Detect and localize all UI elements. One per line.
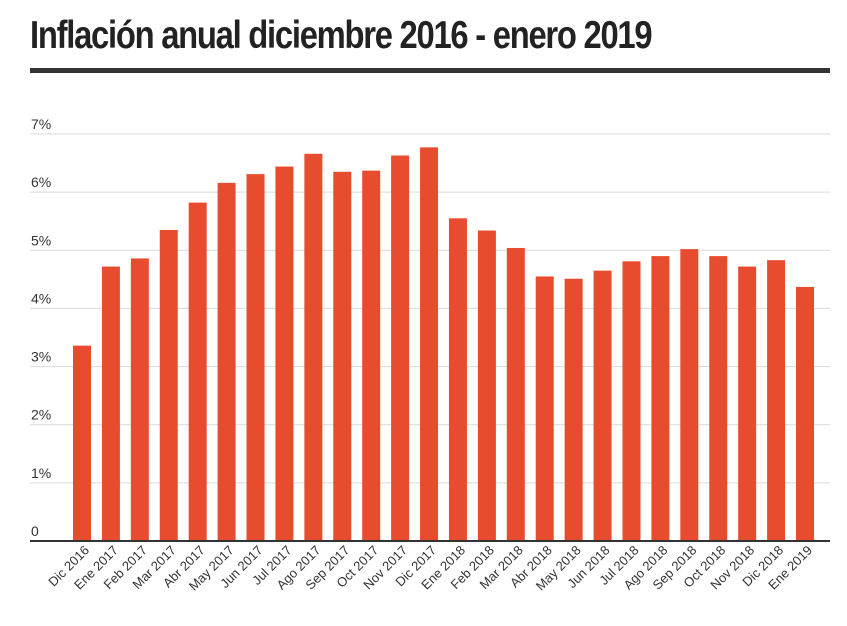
bar <box>651 256 670 541</box>
bar <box>73 345 91 541</box>
y-axis-tick-labels: 0 1% 2% 3% 4% 5% 6% 7% <box>31 116 51 539</box>
y-tick-label: 3% <box>31 349 51 365</box>
bar <box>333 171 352 542</box>
bar <box>391 155 410 541</box>
title-divider <box>30 68 830 73</box>
bar <box>130 258 149 541</box>
y-tick-label: 4% <box>31 290 51 306</box>
chart-title: Inflación anual diciembre 2016 - enero 2… <box>30 14 653 57</box>
bar <box>796 286 814 541</box>
bar <box>506 247 525 541</box>
bar <box>304 153 323 541</box>
bar <box>188 202 207 542</box>
y-tick-label: 0 <box>31 523 39 539</box>
bar <box>101 266 120 541</box>
bar <box>593 270 612 541</box>
bar <box>738 266 757 541</box>
bar <box>246 174 265 541</box>
bar <box>622 261 641 541</box>
bar <box>767 260 786 541</box>
bar <box>159 229 178 541</box>
bar <box>275 166 294 541</box>
y-tick-label: 1% <box>31 465 51 481</box>
bar <box>217 182 236 541</box>
bars <box>73 147 814 542</box>
bar <box>535 276 554 541</box>
bar <box>477 230 496 541</box>
bar <box>420 147 439 541</box>
y-tick-label: 5% <box>31 232 51 248</box>
bar <box>564 278 583 541</box>
y-tick-label: 7% <box>31 116 51 132</box>
y-tick-label: 6% <box>31 174 51 190</box>
y-tick-label: 2% <box>31 407 51 423</box>
bar <box>362 170 381 541</box>
bar <box>709 256 728 541</box>
bar <box>448 218 467 541</box>
bar <box>680 249 699 541</box>
